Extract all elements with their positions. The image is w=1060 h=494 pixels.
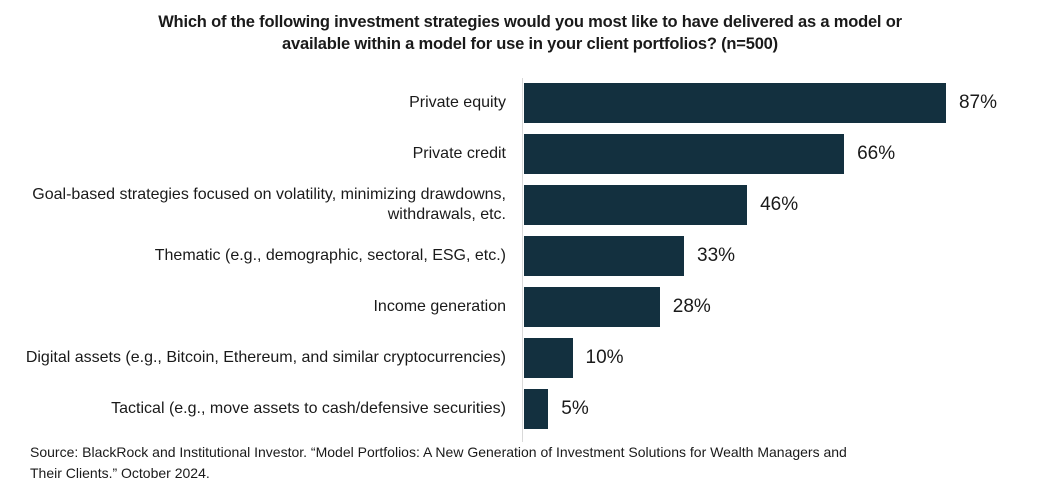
category-label: Goal-based strategies focused on volatil… — [32, 186, 506, 223]
value-label: 46% — [760, 194, 799, 215]
category-label: Digital assets (e.g., Bitcoin, Ethereum,… — [25, 349, 506, 366]
value-label: 66% — [857, 143, 896, 164]
bar-area: 66% — [523, 134, 1060, 174]
value-label: 87% — [958, 92, 997, 113]
bar-track: 33% — [524, 236, 1009, 276]
bar-area: 46% — [523, 185, 1060, 225]
chart-row-private-equity: Private equity 87% — [0, 83, 1060, 123]
bar-track: 46% — [524, 185, 1009, 225]
chart-row-goal-based-strategies: Goal-based strategies focused on volatil… — [0, 185, 1060, 225]
value-label: 5% — [561, 398, 589, 419]
bar-thematic — [524, 236, 685, 276]
chart-title-line-2: available within a model for use in your… — [282, 35, 778, 53]
bar-track: 87% — [524, 83, 1009, 123]
value-label: 10% — [585, 347, 624, 368]
bar-track: 28% — [524, 287, 1009, 327]
chart-title-line-1: Which of the following investment strate… — [158, 13, 902, 31]
chart-row-digital-assets: Digital assets (e.g., Bitcoin, Ethereum,… — [0, 338, 1060, 378]
source-note: Source: BlackRock and Institutional Inve… — [30, 442, 847, 484]
bar-tactical — [524, 389, 549, 429]
bar-goal-based-strategies — [524, 185, 748, 225]
bar-digital-assets — [524, 338, 573, 378]
chart-title: Which of the following investment strate… — [0, 0, 1060, 55]
chart-plot-area: Private equity 87% Private credit 66% Go… — [0, 78, 1060, 442]
source-note-line-1: Source: BlackRock and Institutional Inve… — [30, 444, 847, 460]
category-label: Private equity — [409, 94, 506, 111]
bar-track: 5% — [524, 389, 1009, 429]
bar-area: 10% — [523, 338, 1060, 378]
category-label: Tactical (e.g., move assets to cash/defe… — [111, 400, 506, 417]
source-note-line-2: Their Clients.” October 2024. — [30, 465, 210, 481]
bar-area: 33% — [523, 236, 1060, 276]
bar-area: 28% — [523, 287, 1060, 327]
category-label: Thematic (e.g., demographic, sectoral, E… — [154, 247, 506, 264]
bar-track: 10% — [524, 338, 1009, 378]
chart-row-private-credit: Private credit 66% — [0, 134, 1060, 174]
chart-row-thematic: Thematic (e.g., demographic, sectoral, E… — [0, 236, 1060, 276]
value-label: 28% — [672, 296, 711, 317]
bar-private-credit — [524, 134, 845, 174]
chart-row-tactical: Tactical (e.g., move assets to cash/defe… — [0, 389, 1060, 429]
category-label: Private credit — [412, 145, 506, 162]
category-axis-line — [522, 78, 523, 442]
bar-area: 5% — [523, 389, 1060, 429]
chart-row-income-generation: Income generation 28% — [0, 287, 1060, 327]
bar-private-equity — [524, 83, 946, 123]
category-label: Income generation — [373, 298, 506, 315]
bar-track: 66% — [524, 134, 1009, 174]
bar-income-generation — [524, 287, 660, 327]
bar-area: 87% — [523, 83, 1060, 123]
value-label: 33% — [697, 245, 736, 266]
